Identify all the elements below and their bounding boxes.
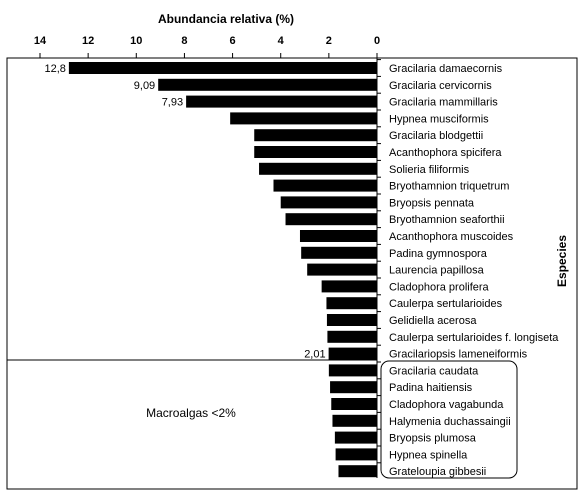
x-tick-label: 0 <box>374 35 380 47</box>
data-label: 7,93 <box>162 97 183 109</box>
x-tick-label: 4 <box>278 35 285 47</box>
bar <box>328 347 377 360</box>
bar <box>328 364 377 377</box>
category-label: Gracilaria blodgettii <box>389 130 483 142</box>
bar <box>254 129 377 142</box>
data-labels: 12,8 9,09 7,93 2,01 <box>44 63 325 361</box>
bar <box>331 398 377 410</box>
bar <box>321 280 377 293</box>
bar <box>335 448 377 461</box>
data-label: 9,09 <box>134 80 155 92</box>
bar <box>334 431 377 444</box>
category-label: Hypnea musciformis <box>389 113 489 125</box>
bar <box>285 213 377 226</box>
bar <box>332 414 377 427</box>
category-label: Caulerpa sertularioides f. longiseta <box>389 332 559 344</box>
category-labels: Gracilaria damaecornis Gracilaria cervico… <box>389 63 559 478</box>
category-label: Halymenia duchassaingii <box>389 416 511 428</box>
category-label: Padina haitiensis <box>389 382 473 394</box>
bar <box>158 78 377 91</box>
macroalgae-annotation: Macroalgas <2% <box>146 406 236 420</box>
bar <box>338 465 377 478</box>
x-tick-label: 12 <box>82 35 94 47</box>
x-ticks: 14 12 10 8 6 4 2 0 <box>34 35 380 58</box>
category-label: Hypnea spinella <box>389 449 468 461</box>
bar <box>327 330 377 343</box>
category-label: Bryothamnion triquetrum <box>389 181 509 193</box>
bar <box>273 179 377 192</box>
data-label: 2,01 <box>304 349 325 361</box>
category-label: Caulerpa sertularioides <box>389 298 503 310</box>
bar <box>326 314 377 326</box>
small-species-box <box>380 360 518 479</box>
bar <box>330 381 377 394</box>
y-axis-label: Especies <box>555 235 569 287</box>
category-label: Bryothamnion seaforthii <box>389 214 505 226</box>
category-label: Solieria filiformis <box>389 164 470 176</box>
category-label: Gracilaria caudata <box>389 365 479 377</box>
bar <box>299 230 377 242</box>
category-label: Laurencia papillosa <box>389 265 485 277</box>
bar <box>259 162 377 175</box>
bar <box>254 146 377 158</box>
category-label: Gracilaria damaecornis <box>389 63 503 75</box>
category-label: Acanthophora spicifera <box>389 147 502 159</box>
category-label: Gracilariopsis lameneiformis <box>389 349 528 361</box>
category-label: Gracilaria mammillaris <box>389 97 498 109</box>
category-label: Padina gymnospora <box>389 248 488 260</box>
category-label: Gracilaria cervicornis <box>389 80 492 92</box>
x-tick-label: 2 <box>326 35 332 47</box>
chart-title: Abundancia relativa (%) <box>158 12 294 26</box>
bar <box>186 95 377 108</box>
category-label: Acanthophora muscoides <box>389 231 514 243</box>
category-label: Cladophora prolifera <box>389 281 490 293</box>
x-tick-label: 6 <box>230 35 236 47</box>
bar <box>230 112 377 125</box>
x-tick-label: 8 <box>181 35 187 47</box>
bars <box>68 59 381 478</box>
bar <box>326 297 377 310</box>
bar <box>68 62 377 74</box>
category-label: Grateloupia gibbesii <box>389 466 486 478</box>
category-label: Bryopsis pennata <box>389 197 475 209</box>
category-label: Cladophora vagabunda <box>389 399 504 411</box>
bar <box>301 246 377 259</box>
category-label: Bryopsis plumosa <box>389 433 477 445</box>
bar <box>307 263 377 276</box>
category-label: Gelidiella acerosa <box>389 315 477 327</box>
bar <box>280 196 377 209</box>
x-tick-label: 10 <box>130 35 142 47</box>
x-tick-label: 14 <box>34 35 47 47</box>
data-label: 12,8 <box>44 63 65 75</box>
